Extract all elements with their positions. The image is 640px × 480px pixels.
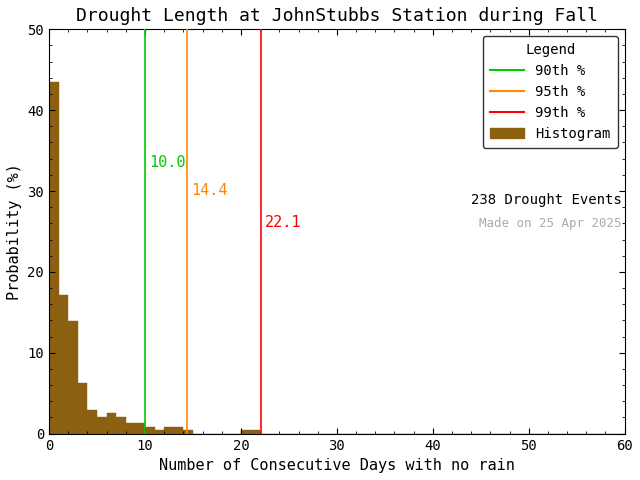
Text: Made on 25 Apr 2025: Made on 25 Apr 2025 bbox=[479, 217, 622, 230]
Bar bbox=[59, 295, 68, 433]
X-axis label: Number of Consecutive Days with no rain: Number of Consecutive Days with no rain bbox=[159, 458, 515, 473]
Bar bbox=[49, 82, 59, 433]
Legend: 90th %, 95th %, 99th %, Histogram: 90th %, 95th %, 99th %, Histogram bbox=[483, 36, 618, 148]
Bar bbox=[155, 431, 164, 433]
Bar bbox=[116, 417, 126, 433]
Bar bbox=[251, 431, 260, 433]
Bar bbox=[107, 413, 116, 433]
Y-axis label: Probability (%): Probability (%) bbox=[7, 163, 22, 300]
Bar bbox=[164, 427, 174, 433]
Text: 238 Drought Events: 238 Drought Events bbox=[471, 193, 622, 207]
Bar bbox=[184, 431, 193, 433]
Text: 14.4: 14.4 bbox=[191, 183, 228, 198]
Text: 22.1: 22.1 bbox=[265, 216, 301, 230]
Title: Drought Length at JohnStubbs Station during Fall: Drought Length at JohnStubbs Station dur… bbox=[76, 7, 598, 25]
Bar bbox=[88, 410, 97, 433]
Bar bbox=[136, 423, 145, 433]
Bar bbox=[174, 427, 184, 433]
Bar bbox=[78, 383, 88, 433]
Bar bbox=[241, 431, 251, 433]
Text: 10.0: 10.0 bbox=[149, 155, 186, 170]
Bar bbox=[145, 427, 155, 433]
Bar bbox=[68, 321, 78, 433]
Bar bbox=[126, 423, 136, 433]
Bar bbox=[97, 417, 107, 433]
